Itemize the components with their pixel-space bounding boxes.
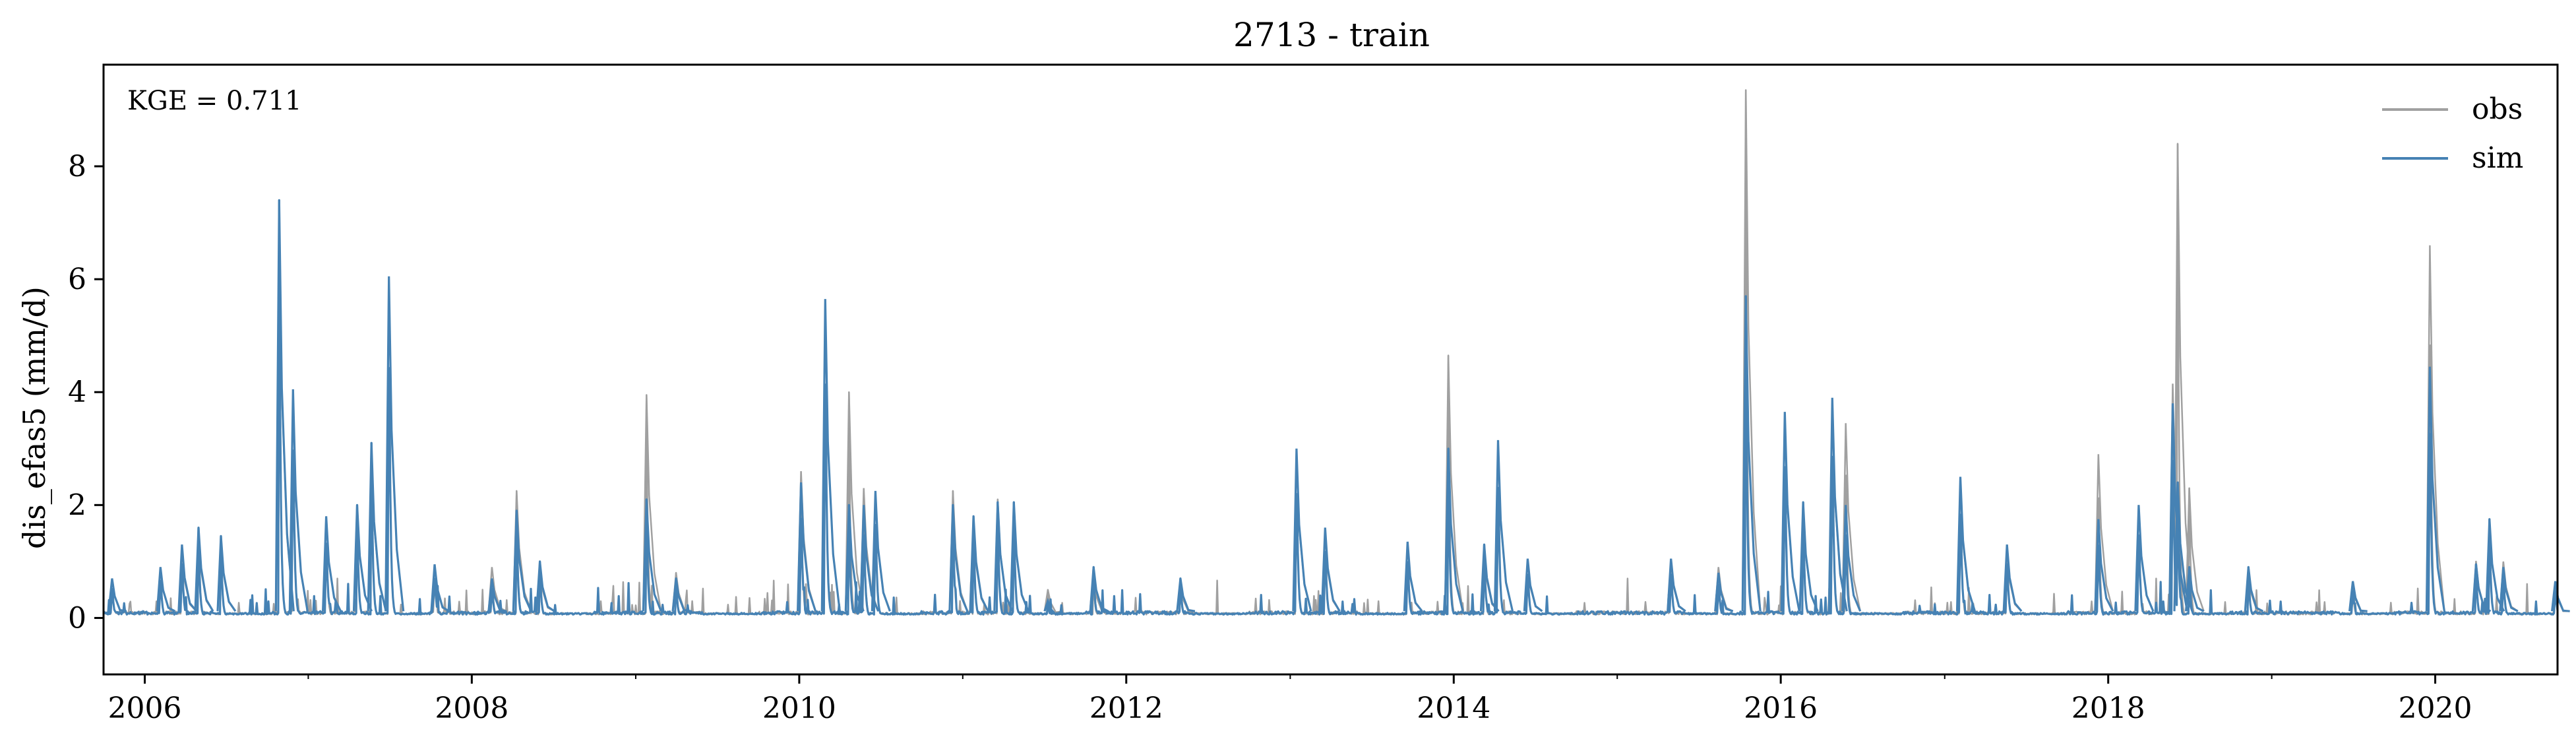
series-peak-sim — [1320, 527, 1341, 612]
series-peak-sim — [948, 505, 969, 612]
series-peak-obs — [1841, 423, 1861, 612]
legend-obs-label: obs — [2472, 92, 2523, 126]
y-axis-label-group: dis_efas5 (mm/d) — [16, 286, 52, 549]
x-tick-label: 2006 — [107, 692, 181, 725]
series-peak-sim — [487, 578, 507, 612]
series-peak-sim — [1176, 578, 1196, 612]
series-peak-sim — [1523, 558, 1543, 612]
series-peak-sim — [384, 276, 405, 612]
legend: obs sim — [2382, 92, 2523, 175]
series-peak-sim — [1043, 597, 1063, 616]
series-peak-sim — [2348, 581, 2368, 612]
series-peak-sim — [1798, 502, 1819, 612]
series-peak-sim — [1780, 412, 1800, 612]
series-peak-sim — [820, 299, 841, 612]
series-peak-sim — [642, 499, 662, 612]
x-tick-label: 2008 — [435, 692, 508, 725]
series-peak-sim — [871, 490, 891, 612]
series-layer — [102, 89, 2570, 616]
series-peak-sim — [2185, 567, 2205, 612]
series-peak-sim — [2425, 366, 2445, 612]
series-peak-sim — [2002, 544, 2023, 612]
series-peak-sim — [993, 502, 1014, 612]
plot-area-frame — [102, 63, 2559, 676]
y-tick-label: 2 — [68, 488, 86, 522]
series-peak-obs — [1444, 355, 1464, 612]
series-line-sim — [102, 199, 2559, 616]
x-tick-label: 2010 — [762, 692, 836, 725]
x-tick-label: 2012 — [1089, 692, 1163, 725]
series-peak-sim — [859, 505, 880, 612]
series-peak-sim — [430, 564, 450, 612]
series-peak-sim — [1009, 502, 1029, 612]
x-tick-label: 2014 — [1417, 692, 1490, 725]
series-peak-sim — [2499, 567, 2519, 612]
series-peak-sim — [107, 578, 127, 612]
series-line-obs — [103, 89, 2559, 616]
x-tick-label: 2018 — [2071, 692, 2145, 725]
series-peak-sim — [322, 516, 342, 612]
y-tick-label: 6 — [68, 263, 86, 296]
series-peak-sim — [352, 505, 373, 612]
y-tick-label: 4 — [68, 375, 86, 409]
series-peak-obs — [2185, 488, 2205, 612]
y-tick-label: 0 — [68, 601, 86, 635]
series-peak-sim — [2244, 567, 2264, 612]
series-peak-sim — [216, 536, 237, 612]
series-peak-sim — [2485, 519, 2505, 612]
series-peak-sim — [1955, 476, 1977, 612]
y-tick-label: 8 — [68, 150, 86, 183]
series-peak-obs — [2426, 245, 2445, 612]
series-peak-sim — [1403, 541, 1423, 612]
series-peak-sim — [1667, 558, 1686, 612]
series-peak-sim — [2094, 519, 2114, 612]
series-peak-sim — [1089, 567, 1109, 612]
series-peak-sim — [844, 505, 865, 612]
series-peak-sim — [194, 527, 214, 612]
series-peak-obs — [642, 395, 662, 612]
y-axis-label: dis_efas5 (mm/d) — [16, 286, 52, 549]
series-peak-sim — [367, 443, 387, 612]
series-peak-sim — [274, 200, 295, 612]
series-peak-sim — [288, 389, 309, 612]
chart-title: 2713 - train — [1233, 16, 1430, 54]
series-peak-obs — [845, 392, 865, 612]
series-peak-sim — [2134, 505, 2155, 612]
series-peak-sim — [177, 544, 198, 612]
series-peak-sim — [1841, 505, 1862, 612]
x-tick-label: 2020 — [2399, 692, 2472, 725]
series-peak-sim — [156, 567, 176, 612]
series-peak-sim — [1444, 448, 1464, 612]
series-peak-sim — [1741, 296, 1762, 612]
kge-annotation: KGE = 0.711 — [127, 86, 302, 116]
series-peak-sim — [797, 482, 817, 612]
series-peak-obs — [1741, 90, 1762, 612]
series-peak-sim — [1714, 572, 1734, 612]
series-peak-obs — [2094, 454, 2114, 612]
series-peak-sim — [671, 578, 691, 612]
series-peak-sim — [2168, 403, 2189, 612]
series-peak-sim — [969, 516, 989, 612]
series-peak-sim — [1493, 439, 1514, 612]
series-peak-sim — [1292, 448, 1312, 612]
axis-ticks: 0 2 4 6 8 2006 2008 2010 2012 2014 2016 2018 2020 — [68, 150, 2472, 725]
legend-sim-label: sim — [2472, 141, 2523, 175]
series-peak-sim — [536, 561, 555, 612]
series-peak-sim — [512, 510, 532, 612]
x-tick-label: 2016 — [1744, 692, 1818, 725]
